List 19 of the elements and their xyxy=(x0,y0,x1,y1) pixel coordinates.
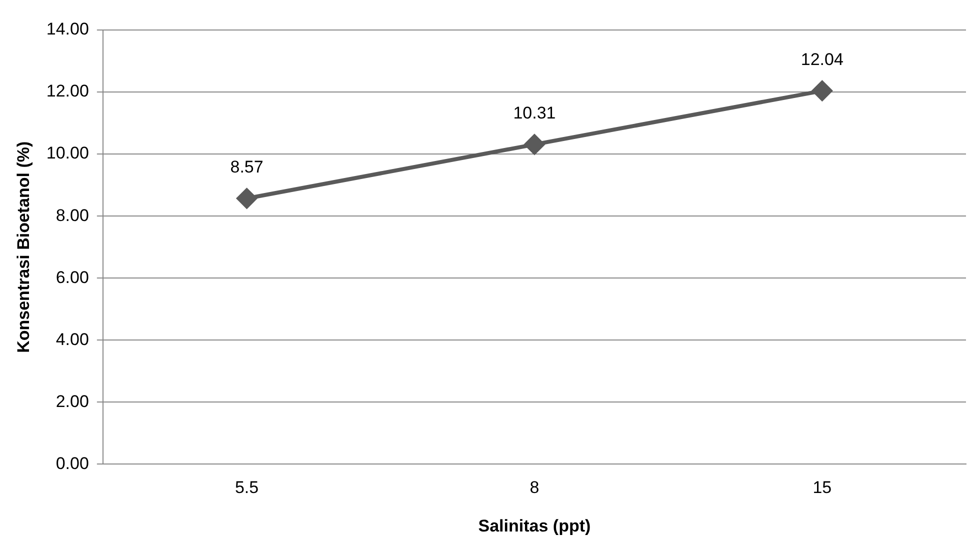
point xyxy=(524,134,544,154)
point xyxy=(236,188,257,208)
y-tick-label: 6.00 xyxy=(56,268,89,287)
x-tick-label: 8 xyxy=(530,478,540,498)
x-tick-label: 5.5 xyxy=(234,478,259,498)
y-tick-label: 4.00 xyxy=(56,330,89,349)
data-label: 10.31 xyxy=(513,104,556,123)
y-tick-label: 14.00 xyxy=(46,20,89,39)
y-tick-label: 10.00 xyxy=(46,144,89,163)
y-tick-label: 2.00 xyxy=(56,392,89,411)
x-axis-title: Salinitas (ppt) xyxy=(478,516,591,536)
x-tick-label: 15 xyxy=(812,478,832,498)
data-label: 8.57 xyxy=(230,158,264,177)
data-label: 12.04 xyxy=(800,50,844,69)
y-tick-label: 12.00 xyxy=(46,82,89,101)
y-tick-label: 8.00 xyxy=(56,206,89,225)
y-axis-title: Konsentrasi Bioetanol (%) xyxy=(14,141,33,353)
y-tick-label: 0.00 xyxy=(56,454,89,473)
point xyxy=(812,80,832,101)
